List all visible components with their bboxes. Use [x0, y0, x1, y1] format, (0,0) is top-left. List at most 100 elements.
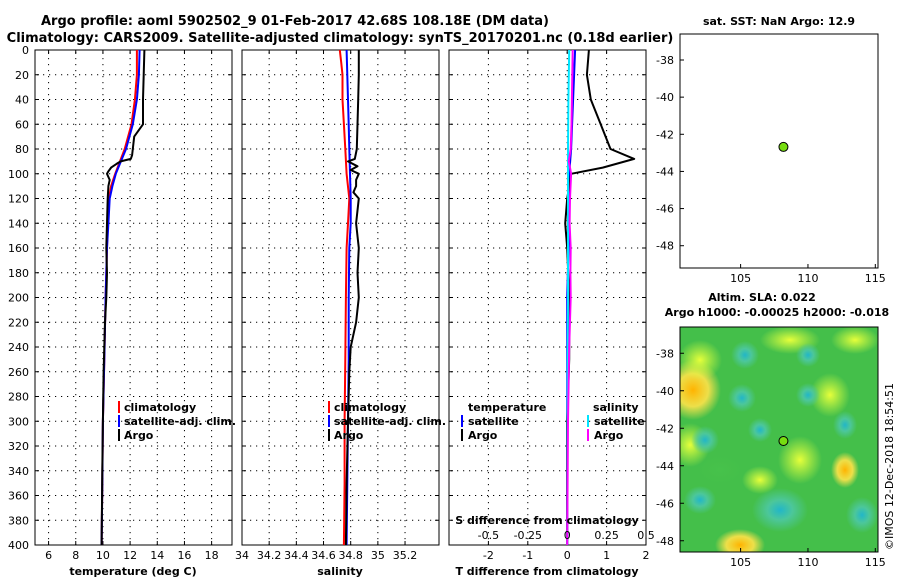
- sst-map-tick-labels: 105 110 115 -38 -40 -42 -44 -46 -48: [656, 54, 886, 285]
- x-tick-label: 34.2: [257, 549, 282, 562]
- sla-heatmap: [680, 327, 878, 552]
- depth-tick-label: 300: [8, 415, 29, 428]
- s-diff-tick-label: -0.5: [478, 529, 499, 542]
- x-tick-label: 35.2: [393, 549, 418, 562]
- difference-panel: -2 -1 0 1 2 -0.5 -0.25 0 0.25 0.5 S difference f…: [448, 49, 655, 578]
- depth-tick-label: 40: [15, 94, 29, 107]
- legend-label-satellite-adj: satellite-adj. clim.: [124, 415, 236, 428]
- argo-location-marker: [778, 436, 789, 446]
- salinity-grid: [241, 49, 439, 546]
- map-y-tick-label: -44: [656, 165, 674, 178]
- t-difference-xlabel: T difference from climatology: [455, 565, 638, 578]
- series-line-argo: [100, 49, 146, 546]
- difference-grid: [449, 49, 647, 546]
- depth-tick-label: 60: [15, 118, 29, 131]
- depth-tick-label: 20: [15, 69, 29, 82]
- sst-map-panel: sat. SST: NaN Argo: 12.9 105 110 115 -38 -40…: [656, 15, 886, 285]
- x-tick-label: 2: [643, 549, 650, 562]
- salinity-lines: [338, 49, 360, 546]
- salinity-x-tick-labels: 34 34.2 34.4 34.6 34.8 35 35.2: [235, 549, 417, 562]
- depth-tick-label: 160: [8, 242, 29, 255]
- map-x-tick-label: 115: [865, 272, 886, 285]
- temperature-panel: 0 20 40 60 80 100 120 140 160 180 200 220 240 260 280 3…: [8, 44, 236, 578]
- x-tick-label: 34.6: [311, 549, 336, 562]
- x-tick-label: 8: [72, 549, 79, 562]
- depth-tick-label: 120: [8, 193, 29, 206]
- legend-label-t-satellite: satellite: [468, 415, 519, 428]
- depth-tick-label: 0: [22, 44, 29, 57]
- map-y-tick-label: -42: [656, 128, 674, 141]
- legend-title-salinity: salinity: [593, 401, 639, 414]
- depth-tick-label: 80: [15, 143, 29, 156]
- s-diff-tick-label: -0.25: [514, 529, 542, 542]
- difference-lines: [564, 49, 636, 546]
- x-tick-label: -2: [483, 549, 494, 562]
- x-tick-label: 12: [123, 549, 137, 562]
- map-x-tick-label: 105: [730, 272, 751, 285]
- x-tick-label: 1: [603, 549, 610, 562]
- salinity-legend: climatology satellite-adj. clim. Argo: [328, 401, 446, 442]
- depth-tick-label: 280: [8, 391, 29, 404]
- x-tick-label: 34.4: [284, 549, 309, 562]
- depth-tick-label: 180: [8, 267, 29, 280]
- imos-footer: ©IMOS 12-Dec-2018 18:54:51: [883, 383, 896, 550]
- map-y-tick-label: -42: [656, 422, 674, 435]
- depth-tick-labels: 0 20 40 60 80 100 120 140 160 180 200 220 240 260 280 3…: [8, 44, 29, 552]
- sst-map-frame: [679, 33, 879, 269]
- temperature-lines: [100, 49, 146, 546]
- x-tick-label: 34.8: [338, 549, 363, 562]
- sla-map-frame: [679, 326, 879, 553]
- sst-map-title: sat. SST: NaN Argo: 12.9: [703, 15, 855, 28]
- temperature-x-tick-labels: 6 8 10 12 14 16 18: [45, 549, 219, 562]
- salinity-difference-tick-labels: -0.5 -0.25 0 0.25 0.5: [478, 529, 655, 542]
- depth-tick-label: 260: [8, 366, 29, 379]
- x-tick-label: 0: [564, 549, 571, 562]
- depth-tick-label: 200: [8, 292, 29, 305]
- s-diff-tick-label: 0: [564, 529, 571, 542]
- map-y-tick-label: -40: [656, 91, 674, 104]
- title-line-2: Climatology: CARS2009. Satellite-adjuste…: [7, 31, 674, 46]
- temperature-xlabel: temperature (deg C): [69, 565, 196, 578]
- sla-map-title: Altim. SLA: 0.022: [708, 291, 815, 304]
- legend-label-s-argo: Argo: [594, 429, 624, 442]
- map-y-tick-label: -46: [656, 497, 674, 510]
- depth-tick-label: 240: [8, 341, 29, 354]
- s-diff-tick-label: 0.25: [594, 529, 619, 542]
- map-x-tick-label: 110: [797, 556, 818, 569]
- map-y-tick-label: -46: [656, 203, 674, 216]
- x-tick-label: 10: [96, 549, 110, 562]
- s-diff-tick-label: 0.5: [637, 529, 655, 542]
- depth-tick-label: 140: [8, 217, 29, 230]
- title-line-1: Argo profile: aoml 5902502_9 01-Feb-2017…: [41, 14, 549, 29]
- temperature-grid: [35, 49, 232, 546]
- legend-label-satellite-adj: satellite-adj. clim.: [334, 415, 446, 428]
- s-difference-label: S difference from climatology: [455, 514, 639, 527]
- x-tick-label: 16: [177, 549, 191, 562]
- x-tick-label: 18: [205, 549, 219, 562]
- depth-tick-label: 340: [8, 465, 29, 478]
- legend-label-climatology: climatology: [124, 401, 196, 414]
- legend-label-argo: Argo: [334, 429, 364, 442]
- sla-map-tick-labels: 105 110 115 -38 -40 -42 -44 -46 -48: [656, 347, 886, 569]
- map-y-tick-label: -44: [656, 460, 674, 473]
- depth-tick-label: 360: [8, 490, 29, 503]
- map-x-tick-label: 110: [797, 272, 818, 285]
- difference-x-tick-labels: -2 -1 0 1 2: [483, 549, 650, 562]
- depth-tick-label: 380: [8, 514, 29, 527]
- argo-location-marker: [778, 141, 789, 152]
- temperature-legend: climatology satellite-adj. clim. Argo: [118, 401, 236, 442]
- legend-label-climatology: climatology: [334, 401, 406, 414]
- sla-map-panel: Altim. SLA: 0.022 Argo h1000: -0.00025 h…: [656, 291, 889, 569]
- depth-tick-label: 220: [8, 316, 29, 329]
- map-y-tick-label: -48: [656, 535, 674, 548]
- series-line-salinity-argo: [566, 49, 574, 546]
- sst-map-points: [778, 141, 789, 152]
- map-y-tick-label: -48: [656, 240, 674, 253]
- map-y-tick-label: -38: [656, 347, 674, 360]
- map-x-tick-label: 115: [865, 556, 886, 569]
- legend-label-argo: Argo: [124, 429, 154, 442]
- series-line-argo: [344, 50, 360, 546]
- legend-label-s-satellite: satellite: [594, 415, 645, 428]
- x-tick-label: 14: [150, 549, 164, 562]
